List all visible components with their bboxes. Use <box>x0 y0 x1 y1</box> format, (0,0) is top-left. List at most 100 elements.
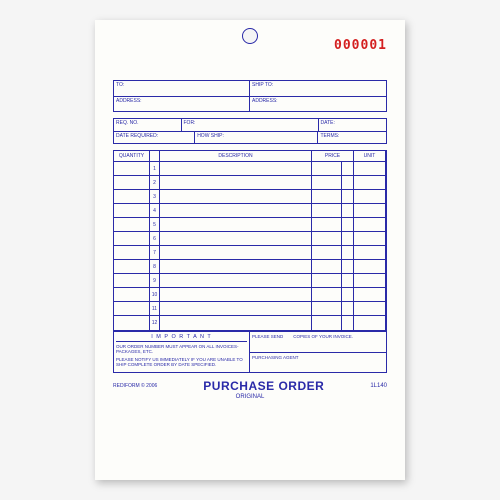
table-row: 2 <box>114 176 386 190</box>
col-unit: UNIT <box>354 151 386 162</box>
table-row: 10 <box>114 288 386 302</box>
req-no-label: REQ. NO. <box>113 118 182 131</box>
cell-rownum: 3 <box>150 190 160 204</box>
cell-rownum: 10 <box>150 288 160 302</box>
cell-unit <box>354 176 386 190</box>
footer-important: I M P O R T A N T OUR ORDER NUMBER MUST … <box>113 331 250 373</box>
cell-qty <box>114 218 150 232</box>
cell-price-minor <box>342 274 354 288</box>
cell-qty <box>114 316 150 330</box>
cell-qty <box>114 190 150 204</box>
table-row: 8 <box>114 260 386 274</box>
terms-label: TERMS: <box>318 131 387 144</box>
footer-signoff: PLEASE SEND COPIES OF YOUR INVOICE. PURC… <box>250 331 387 373</box>
form-body: TO: SHIP TO: ADDRESS: ADDRESS: REQ. NO. … <box>113 80 387 468</box>
cell-price-minor <box>342 260 354 274</box>
brand-label: REDIFORM © 2006 <box>113 383 157 389</box>
cell-unit <box>354 246 386 260</box>
table-header: QUANTITY DESCRIPTION PRICE UNIT <box>114 151 386 162</box>
title-row: REDIFORM © 2006 PURCHASE ORDER 1L140 <box>113 379 387 393</box>
cell-unit <box>354 190 386 204</box>
cell-price-major <box>312 246 342 260</box>
cell-qty <box>114 288 150 302</box>
cell-rownum: 4 <box>150 204 160 218</box>
cell-price-major <box>312 204 342 218</box>
cell-price-major <box>312 190 342 204</box>
cell-desc <box>160 288 312 302</box>
cell-rownum: 1 <box>150 162 160 176</box>
address2-label: ADDRESS: <box>250 96 387 112</box>
cell-price-minor <box>342 162 354 176</box>
cell-qty <box>114 274 150 288</box>
cell-desc <box>160 232 312 246</box>
cell-unit <box>354 288 386 302</box>
cell-unit <box>354 162 386 176</box>
form-title: PURCHASE ORDER <box>157 379 370 393</box>
date-label: DATE: <box>319 118 388 131</box>
to-label: TO: <box>113 80 250 96</box>
col-quantity: QUANTITY <box>114 151 150 162</box>
cell-desc <box>160 316 312 330</box>
cell-desc <box>160 302 312 316</box>
footer-note1: OUR ORDER NUMBER MUST APPEAR ON ALL INVO… <box>116 344 247 354</box>
form-number: 000001 <box>334 38 387 53</box>
please-send-label: PLEASE SEND <box>252 334 283 339</box>
cell-price-major <box>312 274 342 288</box>
cell-rownum: 2 <box>150 176 160 190</box>
cell-unit <box>354 232 386 246</box>
date-required-label: DATE REQUIRED: <box>113 131 195 144</box>
footer-note2: PLEASE NOTIFY US IMMEDIATELY IF YOU ARE … <box>116 357 247 367</box>
purchase-order-form: 000001 TO: SHIP TO: ADDRESS: ADDRESS: RE… <box>95 20 405 480</box>
cell-rownum: 11 <box>150 302 160 316</box>
cell-unit <box>354 204 386 218</box>
table-row: 5 <box>114 218 386 232</box>
cell-unit <box>354 302 386 316</box>
table-row: 12 <box>114 316 386 330</box>
cell-price-minor <box>342 218 354 232</box>
cell-price-minor <box>342 316 354 330</box>
cell-price-major <box>312 302 342 316</box>
ship-to-label: SHIP TO: <box>250 80 387 96</box>
cell-unit <box>354 274 386 288</box>
cell-rownum: 8 <box>150 260 160 274</box>
cell-price-major <box>312 162 342 176</box>
cell-qty <box>114 232 150 246</box>
form-subtitle: ORIGINAL <box>113 394 387 400</box>
important-heading: I M P O R T A N T <box>116 334 247 342</box>
footer-block: I M P O R T A N T OUR ORDER NUMBER MUST … <box>113 331 387 373</box>
table-row: 1 <box>114 162 386 176</box>
how-ship-label: HOW SHIP: <box>195 131 318 144</box>
col-number <box>150 151 160 162</box>
cell-qty <box>114 302 150 316</box>
cell-price-minor <box>342 190 354 204</box>
cell-price-minor <box>342 288 354 302</box>
cell-desc <box>160 162 312 176</box>
cell-qty <box>114 246 150 260</box>
cell-price-minor <box>342 204 354 218</box>
cell-rownum: 6 <box>150 232 160 246</box>
cell-price-major <box>312 316 342 330</box>
address-block: TO: SHIP TO: ADDRESS: ADDRESS: <box>113 80 387 112</box>
cell-price-major <box>312 288 342 302</box>
cell-desc <box>160 176 312 190</box>
table-row: 11 <box>114 302 386 316</box>
cell-qty <box>114 260 150 274</box>
cell-price-minor <box>342 176 354 190</box>
cell-rownum: 9 <box>150 274 160 288</box>
cell-price-major <box>312 260 342 274</box>
sku-label: 1L140 <box>370 383 387 389</box>
meta-block: REQ. NO. FOR: DATE: DATE REQUIRED: HOW S… <box>113 118 387 144</box>
cell-qty <box>114 204 150 218</box>
please-send: PLEASE SEND COPIES OF YOUR INVOICE. <box>250 332 386 353</box>
cell-price-major <box>312 232 342 246</box>
cell-desc <box>160 246 312 260</box>
cell-rownum: 7 <box>150 246 160 260</box>
cell-desc <box>160 218 312 232</box>
punch-hole <box>242 28 258 44</box>
cell-rownum: 5 <box>150 218 160 232</box>
cell-price-minor <box>342 246 354 260</box>
cell-unit <box>354 218 386 232</box>
cell-desc <box>160 274 312 288</box>
cell-price-minor <box>342 302 354 316</box>
cell-price-minor <box>342 232 354 246</box>
